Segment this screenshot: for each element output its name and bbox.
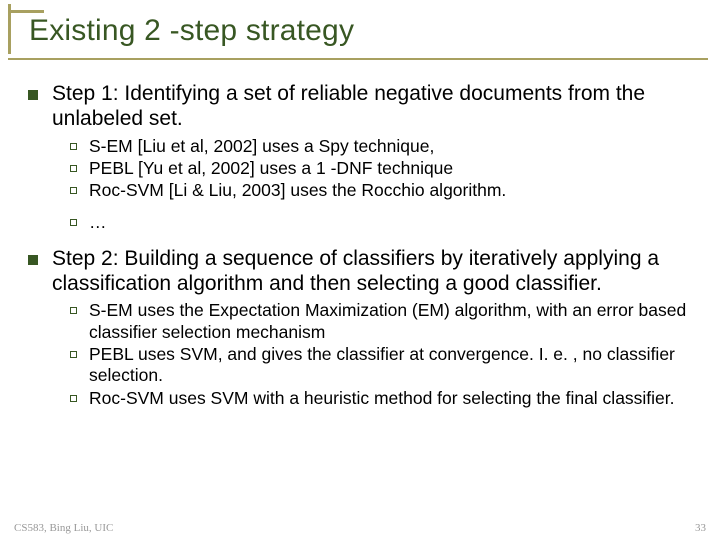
sub-list: S-EM [Liu et al, 2002] uses a Spy techni… (70, 136, 698, 233)
title-corner-top (8, 10, 44, 13)
hollow-square-icon (70, 307, 77, 314)
hollow-square-icon (70, 165, 77, 172)
sub-text: Roc-SVM [Li & Liu, 2003] uses the Rocchi… (89, 180, 506, 201)
sub-text: PEBL uses SVM, and gives the classifier … (89, 344, 698, 387)
hollow-square-icon (70, 395, 77, 402)
step-item: Step 1: Identifying a set of reliable ne… (28, 82, 698, 132)
sub-item: … (70, 212, 698, 233)
step-text: Step 2: Building a sequence of classifie… (52, 247, 698, 297)
square-bullet-icon (28, 255, 38, 265)
sub-text: PEBL [Yu et al, 2002] uses a 1 -DNF tech… (89, 158, 453, 179)
sub-text: S-EM [Liu et al, 2002] uses a Spy techni… (89, 136, 434, 157)
sub-item: Roc-SVM [Li & Liu, 2003] uses the Rocchi… (70, 180, 698, 201)
slide-title: Existing 2 -step strategy (29, 14, 720, 54)
sub-list: S-EM uses the Expectation Maximization (… (70, 300, 698, 409)
slide-content: Step 1: Identifying a set of reliable ne… (0, 54, 720, 409)
hollow-square-icon (70, 187, 77, 194)
title-underline (8, 58, 708, 60)
hollow-square-icon (70, 219, 77, 226)
title-area: Existing 2 -step strategy (8, 4, 720, 54)
sub-item: Roc-SVM uses SVM with a heuristic method… (70, 388, 698, 409)
step-item: Step 2: Building a sequence of classifie… (28, 247, 698, 297)
hollow-square-icon (70, 143, 77, 150)
sub-item: PEBL [Yu et al, 2002] uses a 1 -DNF tech… (70, 158, 698, 179)
sub-text: S-EM uses the Expectation Maximization (… (89, 300, 698, 343)
sub-item: PEBL uses SVM, and gives the classifier … (70, 344, 698, 387)
sub-item: S-EM [Liu et al, 2002] uses a Spy techni… (70, 136, 698, 157)
footer-left: CS583, Bing Liu, UIC (14, 522, 113, 534)
footer-page-number: 33 (695, 522, 706, 534)
square-bullet-icon (28, 90, 38, 100)
sub-item: S-EM uses the Expectation Maximization (… (70, 300, 698, 343)
hollow-square-icon (70, 351, 77, 358)
sub-text: Roc-SVM uses SVM with a heuristic method… (89, 388, 675, 409)
step-text: Step 1: Identifying a set of reliable ne… (52, 82, 698, 132)
sub-text: … (89, 212, 107, 233)
slide-footer: CS583, Bing Liu, UIC 33 (14, 522, 706, 534)
